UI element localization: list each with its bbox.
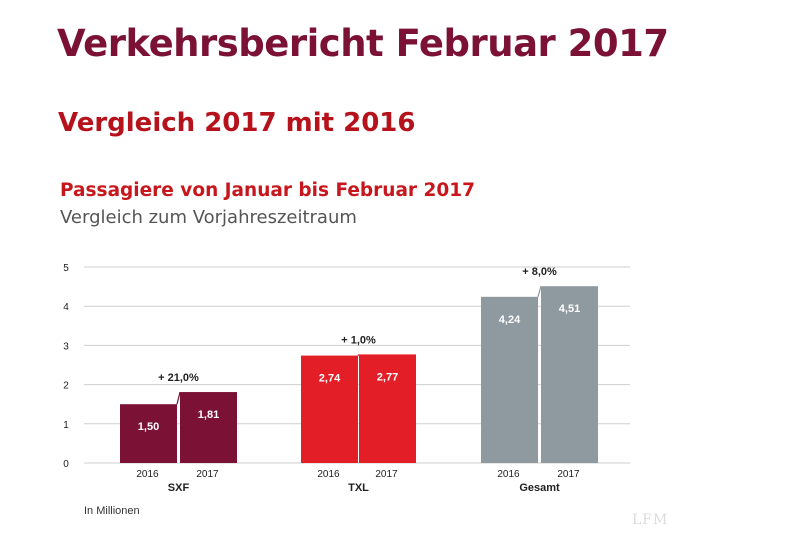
y-tick-label: 0 bbox=[63, 459, 69, 470]
data-label: 2,74 bbox=[319, 373, 341, 385]
bar-gesamt-2017 bbox=[541, 286, 598, 463]
unit-note: In Millionen bbox=[84, 505, 140, 517]
page-subtitle: Vergleich 2017 mit 2016 bbox=[58, 108, 416, 138]
category-label: TXL bbox=[348, 482, 369, 494]
bar-chart: 0 1 2 3 4 5 1,50 2016 1,81 2017 + 21,0% SXF 2,74 2016… bbox=[63, 263, 630, 494]
y-tick-label: 5 bbox=[63, 263, 69, 274]
bar-gesamt-2016 bbox=[481, 296, 538, 463]
chart-title: Passagiere von Januar bis Februar 2017 bbox=[60, 180, 475, 201]
bar-sxf-2017 bbox=[180, 392, 237, 463]
data-label: 1,50 bbox=[138, 421, 159, 433]
x-tick-label: 2017 bbox=[196, 469, 219, 480]
data-label: 4,24 bbox=[499, 314, 521, 326]
chart-subtitle: Vergleich zum Vorjahreszeitraum bbox=[60, 207, 357, 228]
watermark-logo: LFM bbox=[632, 512, 669, 528]
data-label: 1,81 bbox=[198, 409, 219, 421]
category-label: SXF bbox=[168, 482, 190, 494]
data-label: 2,77 bbox=[377, 371, 398, 383]
change-label: + 21,0% bbox=[158, 372, 199, 384]
x-tick-label: 2016 bbox=[136, 469, 159, 480]
bar-txl-2016 bbox=[301, 355, 358, 463]
page-title: Verkehrsbericht Februar 2017 bbox=[57, 22, 669, 65]
bar-txl-2017 bbox=[359, 354, 416, 463]
y-tick-label: 1 bbox=[63, 420, 69, 431]
change-connector bbox=[357, 354, 360, 356]
y-tick-label: 3 bbox=[63, 341, 69, 352]
bar-sxf-2016 bbox=[120, 404, 177, 463]
data-label: 4,51 bbox=[559, 303, 580, 315]
category-label: Gesamt bbox=[519, 482, 560, 494]
change-connector bbox=[537, 286, 542, 297]
x-tick-label: 2017 bbox=[557, 469, 580, 480]
change-connector bbox=[176, 391, 181, 405]
x-tick-label: 2016 bbox=[497, 469, 520, 480]
change-label: + 1,0% bbox=[341, 334, 376, 346]
y-tick-label: 2 bbox=[63, 381, 69, 392]
y-tick-label: 4 bbox=[63, 302, 69, 313]
x-tick-label: 2016 bbox=[317, 469, 340, 480]
change-label: + 8,0% bbox=[522, 266, 557, 278]
x-tick-label: 2017 bbox=[375, 469, 398, 480]
